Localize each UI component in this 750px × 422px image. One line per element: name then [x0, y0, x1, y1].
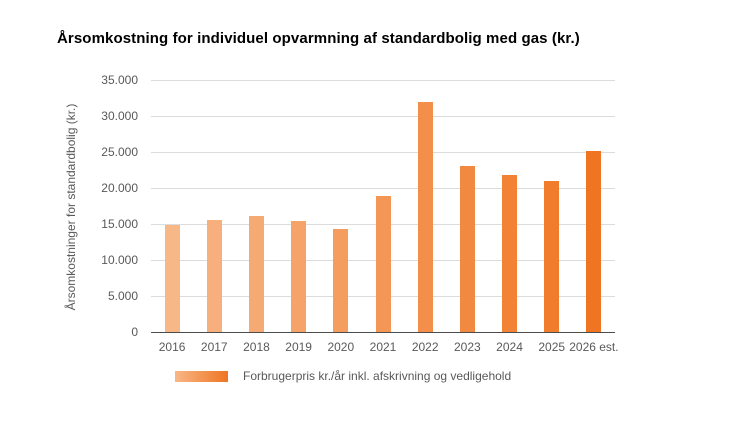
y-tick-label: 25.000	[101, 145, 138, 159]
y-tick-label: 0	[131, 325, 138, 339]
x-tick-label: 2018	[243, 340, 270, 354]
x-tick-label: 2020	[327, 340, 355, 354]
x-tick-label: 2019	[285, 340, 312, 354]
x-tick-label: 2025	[538, 340, 566, 354]
gridline	[151, 187, 615, 189]
chart-title: Årsomkostning for individuel opvarmning …	[57, 30, 580, 47]
bar	[586, 151, 602, 332]
y-tick-label: 5.000	[107, 289, 138, 303]
legend: Forbrugerpris kr./år inkl. afskrivning o…	[175, 369, 511, 383]
gridline	[151, 115, 615, 117]
bar	[502, 175, 518, 332]
y-tick-label: 35.000	[101, 73, 138, 87]
bar	[333, 229, 349, 332]
plot-area: 0 5.000 10.000 15.000 20.000 25.000 30.000 35.0…	[101, 73, 618, 354]
bar	[459, 166, 475, 332]
y-tick-label: 15.000	[101, 217, 138, 231]
x-axis-line	[151, 332, 615, 333]
x-tick-label: 2021	[369, 340, 397, 354]
x-tick-label: 2022	[411, 340, 439, 354]
bar	[291, 221, 307, 332]
bar	[417, 102, 433, 332]
legend-label: Forbrugerpris kr./år inkl. afskrivning o…	[243, 369, 512, 383]
legend-swatch	[175, 370, 228, 382]
x-tick-label: 2016	[158, 340, 186, 354]
gridline	[151, 79, 615, 81]
bar	[206, 220, 222, 332]
bar	[375, 196, 391, 332]
y-axis-title: Årsomkostninger for standardbolig (kr.)	[64, 103, 78, 311]
bar	[164, 225, 180, 332]
gridline	[151, 151, 615, 153]
x-tick-label: 2017	[200, 340, 228, 354]
x-tick-label: 2026 est.	[569, 340, 619, 354]
x-tick-label: 2023	[454, 340, 481, 354]
y-tick-label: 10.000	[101, 253, 138, 267]
y-tick-label: 20.000	[101, 181, 138, 195]
bar	[544, 181, 560, 332]
bar	[248, 216, 264, 332]
x-tick-label: 2024	[496, 340, 523, 354]
y-tick-label: 30.000	[101, 109, 138, 123]
